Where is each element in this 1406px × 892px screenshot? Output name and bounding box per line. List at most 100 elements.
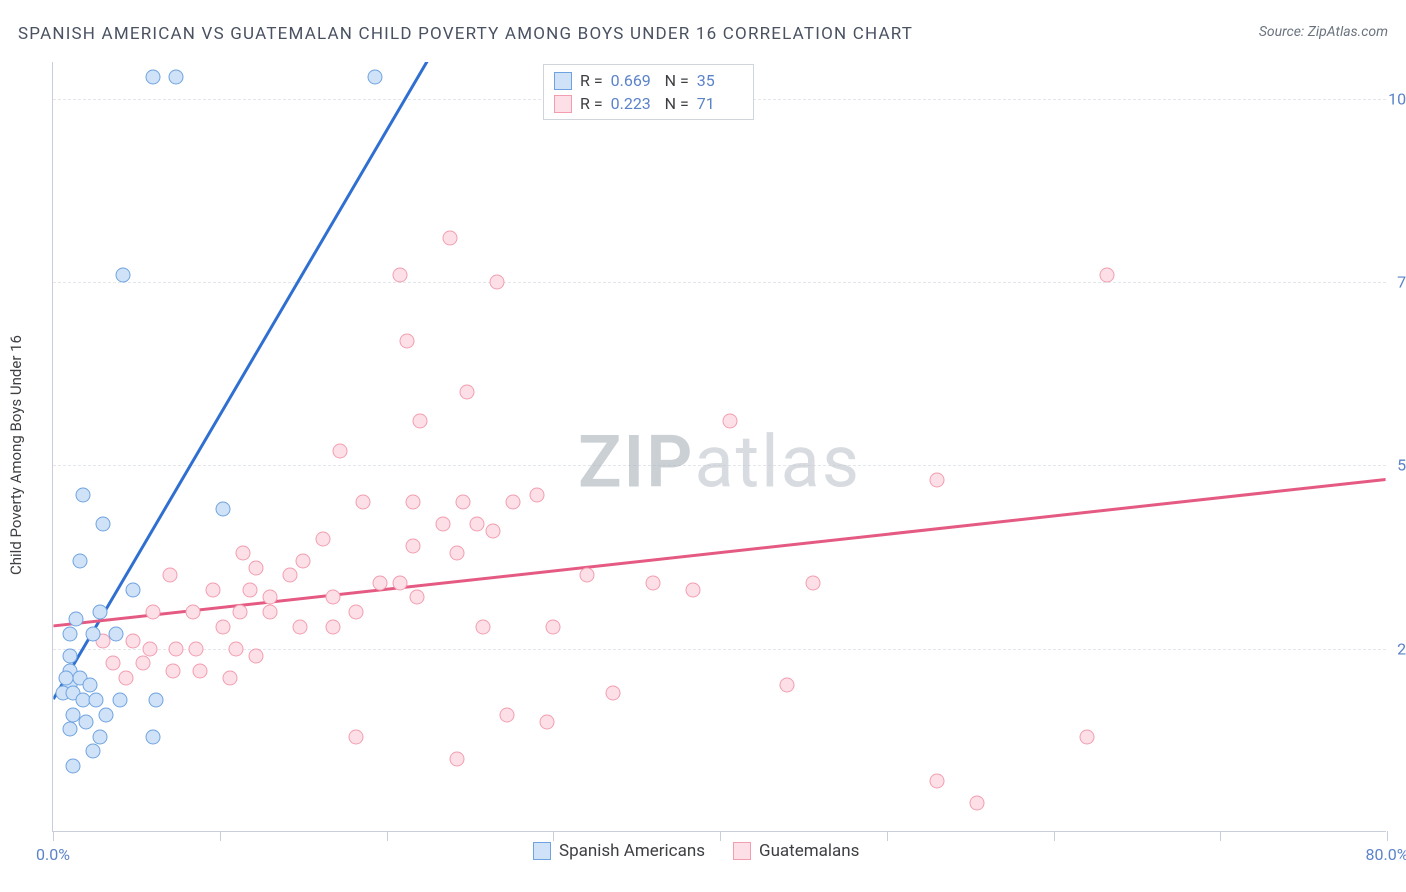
x-tick xyxy=(553,831,554,841)
x-tick xyxy=(387,831,388,841)
point-spanish-american xyxy=(126,583,141,598)
legend-stats: R =0.669N =35R =0.223N =71 xyxy=(543,64,754,120)
point-spanish-american xyxy=(96,517,111,532)
point-guatemalan xyxy=(349,729,364,744)
point-guatemalan xyxy=(282,568,297,583)
point-spanish-american xyxy=(112,693,127,708)
y-tick-label: 50.0% xyxy=(1397,456,1406,475)
point-guatemalan xyxy=(929,773,944,788)
point-spanish-american xyxy=(76,487,91,502)
swatch-blue xyxy=(554,72,572,90)
point-guatemalan xyxy=(449,751,464,766)
x-tick-label: 80.0% xyxy=(1366,845,1406,864)
point-guatemalan xyxy=(222,671,237,686)
point-guatemalan xyxy=(579,568,594,583)
point-spanish-american xyxy=(146,69,161,84)
point-spanish-american xyxy=(79,715,94,730)
x-tick xyxy=(1054,831,1055,841)
legend-series-item: Guatemalans xyxy=(733,841,859,861)
point-guatemalan xyxy=(723,414,738,429)
point-guatemalan xyxy=(192,663,207,678)
point-guatemalan xyxy=(449,546,464,561)
point-guatemalan xyxy=(489,275,504,290)
swatch-pink xyxy=(554,95,572,113)
point-guatemalan xyxy=(539,715,554,730)
legend-stat-row: R =0.669N =35 xyxy=(554,69,743,92)
point-spanish-american xyxy=(62,627,77,642)
point-guatemalan xyxy=(206,583,221,598)
point-guatemalan xyxy=(146,605,161,620)
y-tick-label: 100.0% xyxy=(1388,89,1406,108)
point-guatemalan xyxy=(162,568,177,583)
point-guatemalan xyxy=(1099,267,1114,282)
point-guatemalan xyxy=(136,656,151,671)
regression-lines xyxy=(53,62,1386,831)
point-guatemalan xyxy=(392,575,407,590)
point-spanish-american xyxy=(86,744,101,759)
point-spanish-american xyxy=(146,729,161,744)
point-spanish-american xyxy=(92,605,107,620)
swatch-blue xyxy=(533,842,551,860)
legend-series-label: Spanish Americans xyxy=(559,841,705,861)
point-spanish-american xyxy=(82,678,97,693)
point-guatemalan xyxy=(356,495,371,510)
point-guatemalan xyxy=(779,678,794,693)
point-guatemalan xyxy=(186,605,201,620)
point-spanish-american xyxy=(216,502,231,517)
point-spanish-american xyxy=(69,612,84,627)
point-guatemalan xyxy=(469,517,484,532)
point-guatemalan xyxy=(399,333,414,348)
point-guatemalan xyxy=(326,590,341,605)
point-guatemalan xyxy=(546,619,561,634)
point-spanish-american xyxy=(62,722,77,737)
point-guatemalan xyxy=(409,590,424,605)
chart-title: SPANISH AMERICAN VS GUATEMALAN CHILD POV… xyxy=(18,24,913,44)
point-guatemalan xyxy=(349,605,364,620)
point-guatemalan xyxy=(292,619,307,634)
point-guatemalan xyxy=(486,524,501,539)
point-guatemalan xyxy=(262,590,277,605)
point-guatemalan xyxy=(229,641,244,656)
point-guatemalan xyxy=(296,553,311,568)
correlation-chart: SPANISH AMERICAN VS GUATEMALAN CHILD POV… xyxy=(0,0,1406,892)
point-guatemalan xyxy=(106,656,121,671)
point-spanish-american xyxy=(169,69,184,84)
point-spanish-american xyxy=(72,553,87,568)
point-guatemalan xyxy=(929,473,944,488)
point-guatemalan xyxy=(412,414,427,429)
point-spanish-american xyxy=(92,729,107,744)
point-guatemalan xyxy=(606,685,621,700)
x-tick-label: 0.0% xyxy=(36,845,70,864)
point-guatemalan xyxy=(646,575,661,590)
point-guatemalan xyxy=(686,583,701,598)
point-guatemalan xyxy=(506,495,521,510)
regression-line-blue xyxy=(53,0,469,699)
point-guatemalan xyxy=(169,641,184,656)
regression-line-pink xyxy=(53,479,1385,625)
legend-series-label: Guatemalans xyxy=(759,841,859,861)
point-guatemalan xyxy=(316,531,331,546)
point-guatemalan xyxy=(456,495,471,510)
point-guatemalan xyxy=(142,641,157,656)
point-guatemalan xyxy=(119,671,134,686)
point-guatemalan xyxy=(126,634,141,649)
legend-stat-row: R =0.223N =71 xyxy=(554,92,743,115)
point-spanish-american xyxy=(116,267,131,282)
point-guatemalan xyxy=(249,649,264,664)
point-spanish-american xyxy=(109,627,124,642)
point-guatemalan xyxy=(332,443,347,458)
point-spanish-american xyxy=(66,759,81,774)
point-guatemalan xyxy=(459,385,474,400)
point-spanish-american xyxy=(86,627,101,642)
x-tick xyxy=(720,831,721,841)
y-tick-label: 75.0% xyxy=(1397,273,1406,292)
point-guatemalan xyxy=(476,619,491,634)
point-guatemalan xyxy=(232,605,247,620)
point-guatemalan xyxy=(806,575,821,590)
point-guatemalan xyxy=(326,619,341,634)
point-guatemalan xyxy=(406,495,421,510)
legend-series-item: Spanish Americans xyxy=(533,841,705,861)
point-guatemalan xyxy=(969,795,984,810)
point-guatemalan xyxy=(406,539,421,554)
point-guatemalan xyxy=(372,575,387,590)
